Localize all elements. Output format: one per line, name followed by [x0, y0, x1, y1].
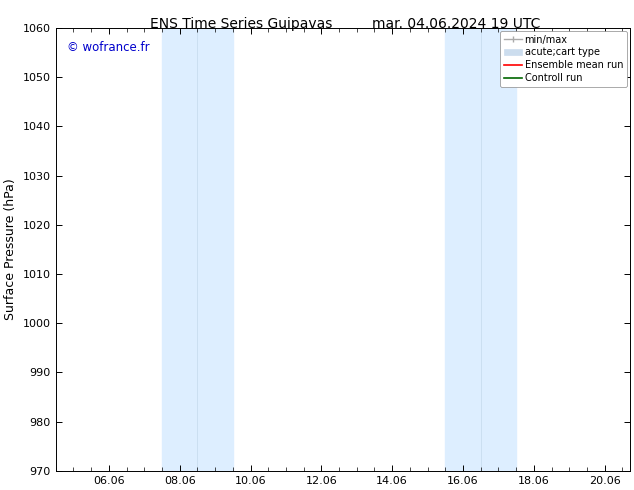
- Text: ENS Time Series Guipavas: ENS Time Series Guipavas: [150, 17, 332, 31]
- Y-axis label: Surface Pressure (hPa): Surface Pressure (hPa): [4, 178, 17, 320]
- Bar: [162, 28, 233, 471]
- Bar: [445, 28, 516, 471]
- Text: © wofrance.fr: © wofrance.fr: [67, 41, 150, 54]
- Legend: min/max, acute;cart type, Ensemble mean run, Controll run: min/max, acute;cart type, Ensemble mean …: [500, 31, 627, 87]
- Text: mar. 04.06.2024 19 UTC: mar. 04.06.2024 19 UTC: [372, 17, 541, 31]
